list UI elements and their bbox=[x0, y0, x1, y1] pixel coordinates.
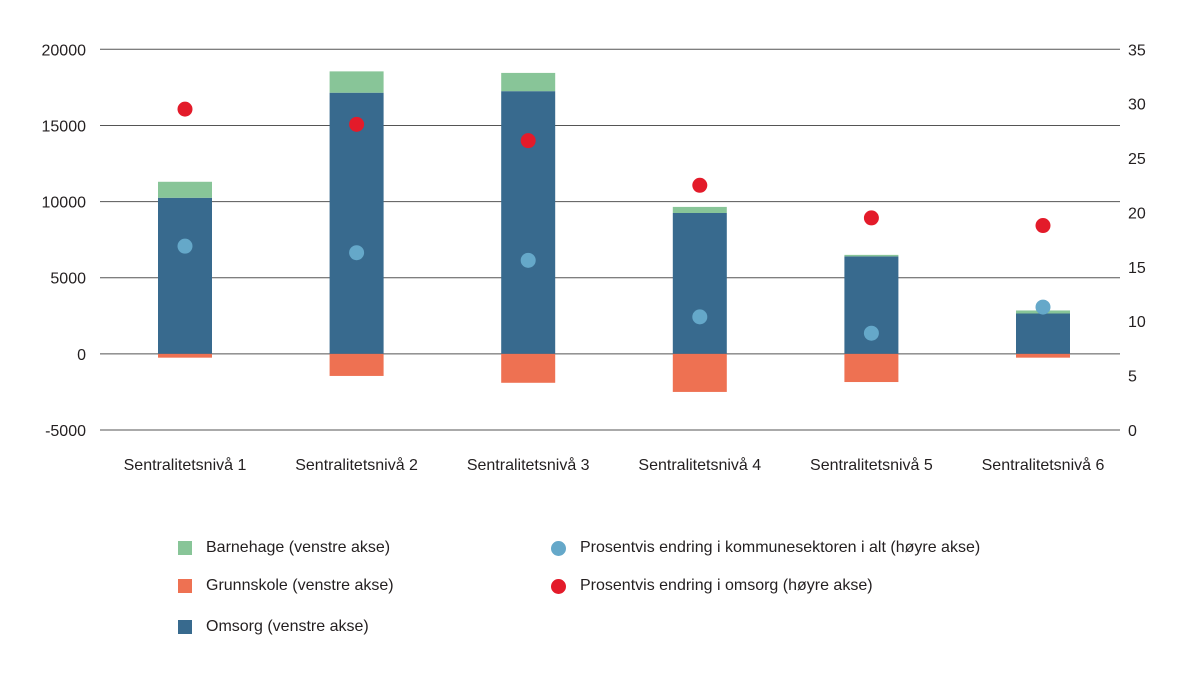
point-kommunesektor bbox=[520, 252, 536, 268]
right-tick-label: 5 bbox=[1128, 369, 1137, 386]
left-tick-label: 5000 bbox=[50, 271, 86, 288]
right-tick-label: 0 bbox=[1128, 423, 1137, 440]
bar-grunnskole bbox=[158, 353, 212, 358]
category-label: Sentralitetsnivå 3 bbox=[467, 456, 590, 474]
point-omsorg bbox=[520, 133, 536, 149]
bar-omsorg bbox=[329, 92, 384, 354]
legend-item-kommunesektor: Prosentvis endring i kommunesektoren i a… bbox=[551, 539, 980, 557]
bar-grunnskole bbox=[501, 353, 556, 383]
bar-barnehage bbox=[672, 206, 727, 214]
right-tick-label: 25 bbox=[1128, 151, 1146, 168]
point-omsorg bbox=[1035, 218, 1051, 234]
legend-label: Prosentvis endring i omsorg (høyre akse) bbox=[580, 577, 873, 594]
point-kommunesektor bbox=[349, 245, 365, 261]
bar-omsorg bbox=[501, 91, 556, 354]
point-omsorg bbox=[692, 177, 708, 193]
point-kommunesektor bbox=[863, 325, 879, 341]
bar-barnehage bbox=[501, 72, 556, 92]
bar-grunnskole bbox=[672, 353, 727, 392]
legend-swatch bbox=[178, 541, 192, 555]
legend-swatch bbox=[178, 620, 192, 634]
legend-swatch bbox=[178, 579, 192, 593]
category-label: Sentralitetsnivå 1 bbox=[124, 456, 247, 474]
left-tick-label: 15000 bbox=[42, 118, 87, 135]
legend-item-omsorg-prosent: Prosentvis endring i omsorg (høyre akse) bbox=[551, 577, 873, 595]
right-tick-label: 10 bbox=[1128, 314, 1146, 331]
legend-item-omsorg: Omsorg (venstre akse) bbox=[178, 618, 369, 636]
bar-barnehage bbox=[329, 71, 384, 93]
point-omsorg bbox=[349, 116, 365, 132]
category-label: Sentralitetsnivå 6 bbox=[982, 456, 1105, 474]
point-kommunesektor bbox=[692, 309, 708, 325]
left-tick-label: -5000 bbox=[45, 423, 86, 440]
bar-grunnskole bbox=[1016, 353, 1070, 358]
point-kommunesektor bbox=[1035, 299, 1051, 315]
legend-label: Omsorg (venstre akse) bbox=[206, 618, 369, 635]
left-tick-label: 10000 bbox=[42, 195, 87, 212]
left-tick-label: 20000 bbox=[42, 42, 87, 59]
category-label: Sentralitetsnivå 2 bbox=[295, 456, 418, 474]
category-label: Sentralitetsnivå 4 bbox=[638, 456, 761, 474]
bar-grunnskole bbox=[329, 353, 384, 376]
point-omsorg bbox=[177, 101, 193, 117]
bar-barnehage bbox=[158, 181, 212, 198]
legend-dot bbox=[551, 540, 566, 556]
legend-label: Prosentvis endring i kommunesektoren i a… bbox=[580, 539, 981, 556]
right-tick-label: 35 bbox=[1128, 42, 1146, 59]
right-tick-label: 30 bbox=[1128, 97, 1146, 114]
legend-label: Grunnskole (venstre akse) bbox=[206, 577, 394, 594]
plot-area: -5000 0 5000 10000 15000 20000 0 5 10 15 20 25 30 35 S… bbox=[42, 42, 1146, 474]
right-tick-label: 20 bbox=[1128, 205, 1146, 222]
legend-dot bbox=[551, 578, 566, 594]
right-tick-label: 15 bbox=[1128, 260, 1146, 277]
left-tick-label: 0 bbox=[77, 347, 86, 364]
legend-item-barnehage: Barnehage (venstre akse) bbox=[178, 539, 390, 557]
bar-omsorg bbox=[672, 213, 727, 354]
point-omsorg bbox=[863, 210, 879, 226]
bar-omsorg bbox=[158, 197, 212, 354]
bar-grunnskole bbox=[844, 353, 899, 383]
point-kommunesektor bbox=[177, 238, 193, 254]
legend-label: Barnehage (venstre akse) bbox=[206, 539, 391, 556]
category-label: Sentralitetsnivå 5 bbox=[810, 456, 933, 474]
bar-omsorg bbox=[1016, 313, 1070, 354]
bar-barnehage bbox=[844, 254, 899, 257]
legend-item-grunnskole: Grunnskole (venstre akse) bbox=[178, 577, 394, 595]
